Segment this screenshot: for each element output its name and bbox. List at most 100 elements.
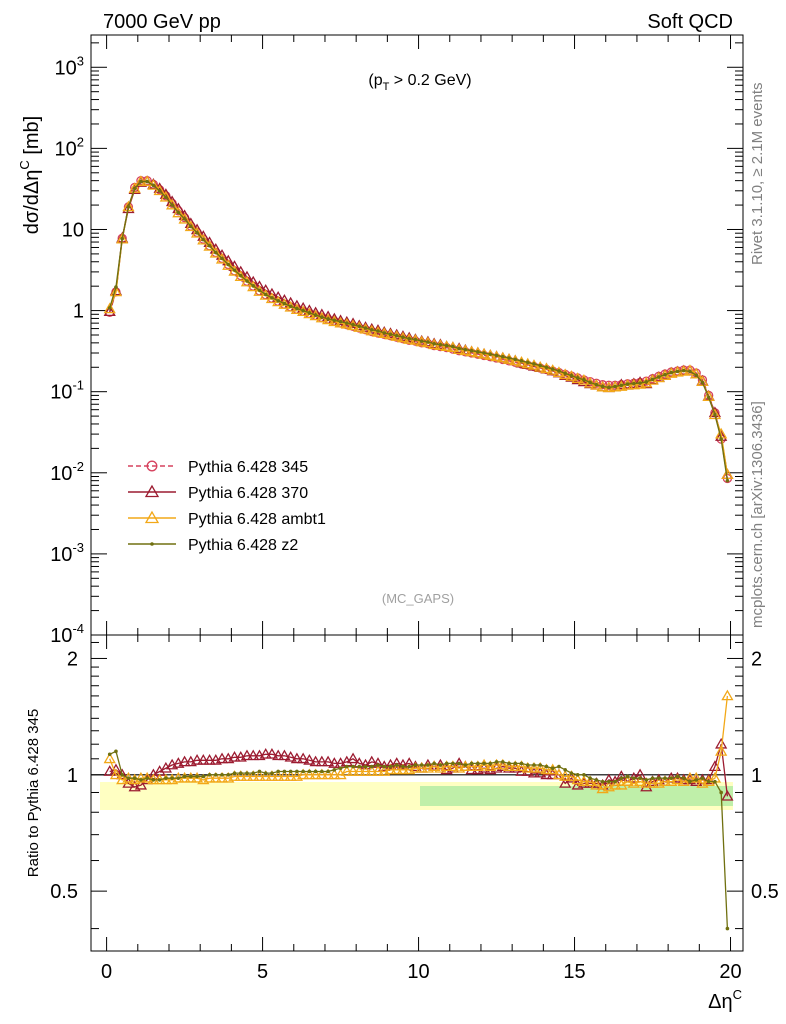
- x-tick-label: 15: [563, 961, 585, 983]
- ratio-data-point: [690, 771, 703, 783]
- data-point: [228, 264, 241, 276]
- ratio-data-point: [326, 769, 330, 774]
- ratio-data-point: [413, 763, 418, 767]
- data-point: [232, 268, 237, 272]
- data-point: [288, 304, 293, 309]
- ratio-data-point: [297, 752, 310, 764]
- ratio-data-point: [259, 770, 272, 781]
- ratio-data-point: [288, 769, 293, 774]
- ratio-data-point: [721, 789, 734, 801]
- ratio-data-point: [575, 772, 580, 777]
- ratio-data-point: [384, 763, 397, 775]
- data-point: [251, 284, 256, 288]
- ratio-data-point: [240, 770, 254, 781]
- data-point: [563, 371, 567, 376]
- ratio-data-point: [195, 774, 199, 779]
- data-point: [656, 375, 661, 379]
- ratio-data-point: [515, 760, 528, 772]
- ratio-y-tick-label-right: 2: [751, 648, 762, 670]
- data-point: [607, 385, 611, 390]
- ratio-data-point: [532, 763, 536, 767]
- data-point: [128, 182, 141, 193]
- data-point: [103, 302, 116, 314]
- ratio-data-point: [259, 747, 272, 759]
- data-point: [313, 313, 318, 317]
- ratio-data-point: [546, 763, 559, 775]
- ratio-data-point: [209, 771, 222, 783]
- ratio-data-point: [122, 777, 135, 788]
- data-point: [432, 341, 436, 346]
- ratio-data-point: [357, 764, 362, 769]
- ratio-data-point: [640, 780, 653, 792]
- ratio-data-point: [390, 757, 403, 768]
- ratio-data-point: [565, 770, 578, 781]
- data-point: [590, 378, 603, 390]
- data-point: [615, 378, 628, 390]
- ratio-data-point: [640, 777, 653, 788]
- series-line: [109, 180, 729, 475]
- ratio-data-point: [571, 773, 584, 785]
- data-point: [532, 362, 536, 366]
- ratio-data-point: [207, 772, 212, 777]
- ratio-data-point: [557, 764, 561, 769]
- data-point: [157, 188, 162, 193]
- data-point: [190, 226, 204, 238]
- data-point: [107, 306, 112, 310]
- data-point: [669, 370, 674, 375]
- data-point: [725, 478, 730, 483]
- main-y-tick-label: 10-3: [50, 540, 84, 566]
- ratio-data-point: [457, 761, 461, 766]
- ratio-data-point: [371, 765, 385, 776]
- ratio-data-point: [284, 750, 297, 762]
- data-point: [234, 270, 247, 282]
- ratio-data-point: [345, 764, 349, 769]
- data-point: [582, 378, 586, 382]
- data-point: [600, 384, 605, 389]
- source-label: mcplots.cern.ch [arXiv:1306.3436]: [749, 401, 766, 628]
- legend-entry: Pythia 6.428 z2: [128, 537, 298, 554]
- ratio-y-tick-labels: 0.5 0.5 1 1 2 2: [50, 648, 779, 903]
- series-line: [109, 179, 729, 479]
- data-point: [650, 377, 655, 382]
- data-point: [681, 368, 686, 373]
- ratio-data-point: [409, 761, 422, 773]
- ratio-data-point: [559, 770, 572, 781]
- ratio-data-point: [559, 777, 572, 788]
- data-point: [369, 327, 374, 332]
- data-point: [122, 202, 135, 214]
- ratio-data-point: [170, 776, 174, 780]
- ratio-data-point: [295, 769, 299, 774]
- main-annotation: (pT > 0.2 GeV): [368, 72, 471, 93]
- ratio-data-point: [459, 760, 472, 772]
- legend-entry: Pythia 6.428 370: [128, 484, 308, 502]
- data-point: [265, 292, 279, 304]
- ratio-data-point: [226, 772, 231, 777]
- data-point: [170, 203, 174, 207]
- ratio-data-point: [103, 752, 116, 764]
- ratio-data-point: [114, 749, 118, 754]
- data-point: [413, 337, 418, 342]
- ratio-data-point: [625, 774, 630, 779]
- ratio-data-point: [109, 768, 123, 780]
- data-point: [301, 308, 305, 313]
- ratio-data-point: [415, 761, 428, 773]
- data-point: [257, 288, 262, 293]
- header-left: 7000 GeV pp: [103, 11, 221, 33]
- main-y-tick-label: 10-2: [50, 459, 84, 485]
- ratio-series-1: [103, 689, 734, 794]
- legend-marker: [146, 460, 158, 472]
- data-point: [494, 353, 499, 358]
- ratio-data-point: [253, 770, 266, 781]
- legend-label: Pythia 6.428 ambt1: [188, 511, 326, 528]
- data-point: [700, 380, 705, 385]
- data-point: [444, 343, 449, 348]
- ratio-data-point: [440, 760, 453, 772]
- data-point: [663, 372, 667, 377]
- ratio-data-point: [428, 760, 441, 772]
- data-point: [332, 318, 337, 323]
- ratio-data-point: [394, 763, 399, 767]
- data-point: [209, 246, 222, 258]
- ratio-data-point: [432, 761, 436, 766]
- ratio-data-point: [477, 758, 491, 770]
- data-point: [247, 280, 260, 292]
